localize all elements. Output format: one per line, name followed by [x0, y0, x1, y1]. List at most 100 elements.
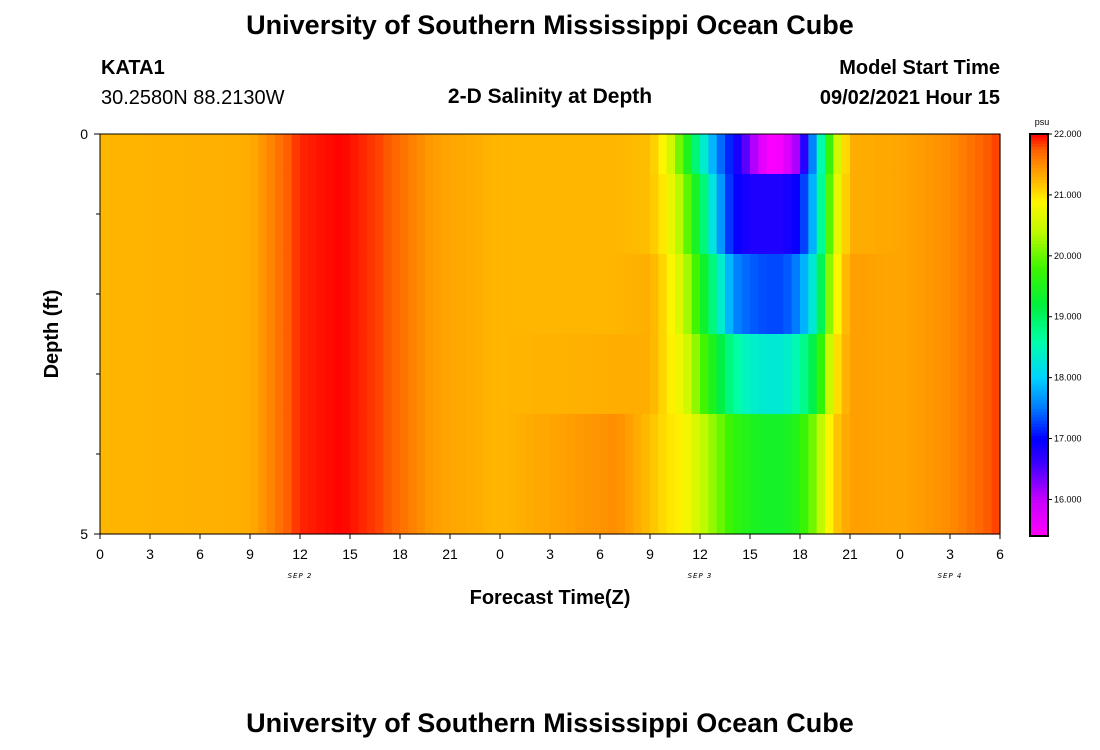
heatmap-cell: [133, 334, 143, 415]
colorbar-segment: [1030, 231, 1048, 236]
heatmap-cell: [791, 174, 801, 255]
colorbar-segment: [1030, 164, 1048, 169]
heatmap-cell: [733, 134, 743, 175]
heatmap-cell: [825, 134, 834, 175]
heatmap-cell: [925, 134, 934, 175]
heatmap-cell: [233, 134, 243, 175]
heatmap-cell: [400, 414, 409, 535]
heatmap-cell: [916, 134, 926, 175]
heatmap-cell: [641, 174, 651, 255]
heatmap-cell: [950, 254, 959, 335]
colorbar-segment: [1030, 264, 1048, 269]
heatmap-cell: [575, 414, 584, 535]
model-start-label: Model Start Time: [839, 57, 1000, 79]
heatmap-cell: [200, 334, 209, 415]
heatmap-cell: [633, 414, 643, 535]
heatmap-cell: [766, 134, 776, 175]
model-start-value: 09/02/2021 Hour 15: [819, 87, 1000, 109]
heatmap-cell: [533, 414, 543, 535]
heatmap-cell: [566, 134, 576, 175]
colorbar-segment: [1030, 459, 1048, 464]
heatmap-cell: [900, 174, 909, 255]
heatmap-cell: [600, 254, 609, 335]
heatmap-cell: [491, 254, 501, 335]
heatmap-cell: [808, 174, 818, 255]
heatmap-cell: [775, 254, 784, 335]
colorbar-segment: [1030, 526, 1048, 531]
x-tick-label: 21: [842, 546, 858, 562]
heatmap-cell: [433, 334, 443, 415]
heatmap-cell: [700, 174, 709, 255]
heatmap-cell: [991, 134, 1001, 175]
heatmap-cell: [875, 414, 884, 535]
colorbar-segment: [1030, 137, 1048, 141]
heatmap-cell: [400, 134, 409, 175]
heatmap-cell: [400, 334, 409, 415]
heatmap-cell: [908, 254, 918, 335]
heatmap-cell: [383, 334, 393, 415]
heatmap-cell: [858, 414, 868, 535]
colorbar-segment: [1030, 469, 1048, 473]
colorbar-segment: [1030, 261, 1048, 266]
heatmap-cell: [975, 414, 984, 535]
heatmap-cell: [100, 174, 109, 255]
heatmap-cell: [783, 414, 793, 535]
colorbar-segment: [1030, 395, 1048, 400]
heatmap-cell: [883, 334, 893, 415]
heatmap-cell: [200, 134, 209, 175]
heatmap-cells: [100, 134, 1001, 535]
colorbar-segment: [1030, 447, 1048, 452]
heatmap-cell: [791, 334, 801, 415]
heatmap-cell: [366, 334, 376, 415]
heatmap-cell: [266, 414, 276, 535]
heatmap-cell: [900, 254, 909, 335]
heatmap-cell: [816, 254, 826, 335]
heatmap-cell: [525, 414, 534, 535]
heatmap-cell: [933, 254, 943, 335]
colorbar-segment: [1030, 423, 1048, 427]
heatmap-cell: [916, 174, 926, 255]
heatmap-cell: [166, 414, 176, 535]
heatmap-cell: [558, 414, 568, 535]
heatmap-cell: [616, 334, 626, 415]
colorbar-segment: [1030, 274, 1048, 278]
station-id: KATA1: [101, 57, 165, 79]
heatmap-cell: [541, 174, 551, 255]
heatmap-cell: [466, 254, 476, 335]
heatmap-cell: [683, 174, 693, 255]
colorbar-segment: [1030, 304, 1048, 309]
heatmap-cell: [125, 174, 134, 255]
heatmap-cell: [216, 254, 226, 335]
heatmap-cell: [508, 414, 518, 535]
heatmap-cell: [950, 134, 959, 175]
x-tick-label: 6: [596, 546, 604, 562]
heatmap-cell: [275, 134, 284, 175]
colorbar-segment: [1030, 532, 1048, 537]
heatmap-cell: [358, 254, 368, 335]
heatmap-cell: [500, 174, 509, 255]
heatmap-cell: [450, 254, 459, 335]
heatmap-cell: [541, 334, 551, 415]
heatmap-cell: [750, 334, 759, 415]
heatmap-cell: [350, 254, 359, 335]
heatmap-cell: [483, 134, 493, 175]
heatmap-cell: [450, 134, 459, 175]
colorbar-segment: [1030, 368, 1048, 373]
heatmap-cell: [116, 334, 126, 415]
heatmap-cell: [525, 134, 534, 175]
heatmap-cell: [725, 134, 734, 175]
heatmap-cell: [508, 134, 518, 175]
heatmap-cell: [966, 334, 976, 415]
heatmap-cell: [408, 414, 418, 535]
date-label: SEP 3: [688, 572, 713, 580]
heatmap-cell: [241, 254, 251, 335]
heatmap-cell: [275, 414, 284, 535]
heatmap-cell: [441, 414, 451, 535]
colorbar-segment: [1030, 331, 1048, 336]
heatmap-cell: [766, 254, 776, 335]
colorbar-segment: [1030, 249, 1048, 254]
heatmap-cell: [475, 334, 484, 415]
heatmap-cell: [808, 134, 818, 175]
heatmap-cell: [566, 174, 576, 255]
heatmap-cell: [450, 414, 459, 535]
